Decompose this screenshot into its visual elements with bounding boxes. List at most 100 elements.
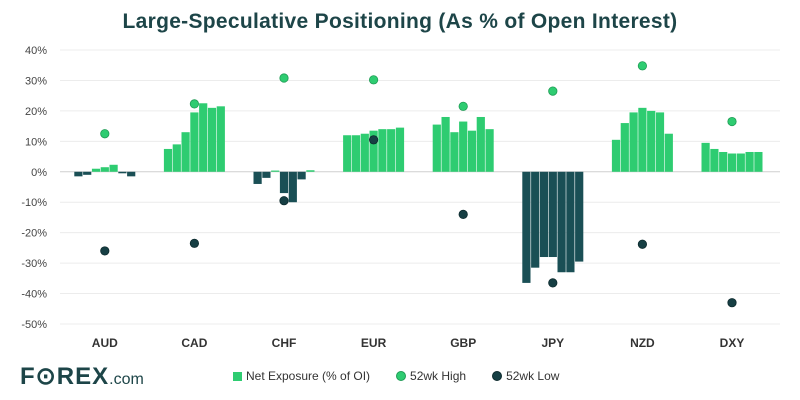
y-tick-label: -40% bbox=[21, 289, 47, 301]
bar-gbp-5 bbox=[467, 130, 477, 172]
bar-chf-4 bbox=[279, 171, 289, 194]
low-marker-cad bbox=[189, 238, 199, 248]
bar-eur-5 bbox=[378, 129, 387, 172]
bar-dxy-4 bbox=[727, 153, 737, 172]
y-tick-label: -20% bbox=[21, 228, 47, 240]
x-category-label: AUD bbox=[92, 336, 118, 350]
bar-aud-2 bbox=[83, 171, 92, 175]
bar-dxy-1 bbox=[701, 142, 710, 172]
bar-nzd-3 bbox=[629, 112, 638, 172]
legend-bar-swatch bbox=[233, 371, 242, 381]
legend-net-exposure: Net Exposure (% of OI) bbox=[233, 369, 370, 383]
bar-chf-7 bbox=[306, 170, 315, 172]
bar-aud-3 bbox=[91, 168, 101, 172]
bar-jpy-5 bbox=[557, 171, 566, 273]
bar-cad-6 bbox=[207, 107, 217, 172]
bar-nzd-1 bbox=[611, 139, 621, 172]
bar-dxy-6 bbox=[745, 151, 754, 172]
x-category-label: GBP bbox=[450, 336, 476, 350]
logo-suffix: .com bbox=[109, 371, 144, 388]
y-tick-label: -30% bbox=[21, 258, 47, 270]
bar-gbp-6 bbox=[476, 116, 485, 172]
legend-net-label: Net Exposure (% of OI) bbox=[246, 369, 371, 383]
y-tick-label: 20% bbox=[25, 106, 47, 118]
y-tick-label: 0% bbox=[31, 167, 47, 179]
legend-low-label: 52wk Low bbox=[506, 369, 560, 383]
bar-cad-4 bbox=[190, 112, 199, 172]
bar-cad-3 bbox=[181, 132, 190, 172]
bar-gbp-4 bbox=[459, 121, 468, 172]
bar-aud-4 bbox=[100, 167, 109, 172]
bar-chf-3 bbox=[271, 170, 280, 172]
legend-52wk-low: 52wk Low bbox=[492, 369, 559, 383]
bar-gbp-7 bbox=[485, 129, 494, 172]
bar-aud-5 bbox=[109, 164, 118, 172]
bar-eur-7 bbox=[395, 127, 405, 172]
bar-eur-2 bbox=[351, 135, 361, 172]
y-tick-label: 40% bbox=[25, 45, 47, 57]
bar-aud-6 bbox=[118, 171, 127, 174]
high-marker-gbp bbox=[458, 101, 468, 111]
x-category-label: EUR bbox=[361, 336, 387, 350]
bar-chf-5 bbox=[288, 171, 297, 203]
bar-nzd-2 bbox=[620, 123, 629, 172]
logo-text: F⊙REX bbox=[20, 363, 110, 390]
bar-eur-6 bbox=[387, 129, 396, 172]
low-marker-aud bbox=[100, 246, 110, 256]
legend: Net Exposure (% of OI) 52wk High 52wk Lo… bbox=[233, 369, 559, 383]
bar-gbp-3 bbox=[450, 132, 459, 172]
bar-cad-1 bbox=[163, 148, 173, 172]
y-tick-label: 10% bbox=[25, 136, 47, 148]
bar-nzd-7 bbox=[664, 133, 673, 172]
bar-cad-2 bbox=[172, 144, 181, 172]
bar-eur-1 bbox=[343, 135, 352, 172]
legend-high-label: 52wk High bbox=[410, 369, 467, 383]
bar-jpy-2 bbox=[531, 171, 540, 268]
bar-gbp-1 bbox=[432, 124, 441, 172]
bar-eur-3 bbox=[360, 133, 369, 172]
x-category-label: CHF bbox=[272, 336, 297, 350]
marker-series bbox=[100, 61, 737, 308]
forex-logo: F⊙REX.com bbox=[20, 362, 144, 391]
bar-dxy-2 bbox=[710, 148, 719, 172]
low-marker-nzd bbox=[637, 239, 648, 249]
bar-jpy-3 bbox=[539, 171, 549, 258]
y-tick-label: 30% bbox=[25, 75, 47, 87]
x-category-label: CAD bbox=[181, 336, 207, 350]
y-tick-label: -10% bbox=[21, 197, 47, 209]
x-category-label: JPY bbox=[541, 336, 564, 350]
bar-nzd-6 bbox=[655, 112, 665, 172]
high-marker-cad bbox=[189, 99, 199, 109]
low-marker-eur bbox=[368, 135, 379, 145]
legend-52wk-high: 52wk High bbox=[396, 369, 466, 383]
legend-high-swatch bbox=[396, 371, 407, 381]
bar-eur-4 bbox=[369, 130, 378, 172]
high-marker-chf bbox=[279, 73, 289, 83]
bar-nzd-5 bbox=[647, 110, 656, 172]
low-marker-gbp bbox=[458, 209, 468, 219]
high-marker-eur bbox=[368, 75, 379, 85]
legend-low-swatch bbox=[492, 371, 503, 381]
bar-jpy-7 bbox=[575, 171, 584, 262]
bar-cad-5 bbox=[199, 103, 208, 172]
low-marker-dxy bbox=[727, 298, 737, 308]
high-marker-aud bbox=[100, 129, 110, 139]
bar-chf-1 bbox=[253, 171, 262, 184]
bar-jpy-4 bbox=[548, 171, 557, 258]
bar-dxy-3 bbox=[719, 151, 728, 172]
gridlines bbox=[60, 49, 780, 325]
x-category-label: NZD bbox=[630, 336, 655, 350]
low-marker-jpy bbox=[548, 278, 558, 288]
y-tick-label: -50% bbox=[21, 319, 47, 331]
bar-jpy-6 bbox=[566, 171, 575, 273]
high-marker-jpy bbox=[548, 86, 558, 96]
bar-nzd-4 bbox=[638, 107, 647, 172]
high-marker-nzd bbox=[637, 61, 648, 71]
bar-series bbox=[74, 103, 763, 283]
bar-chf-6 bbox=[297, 171, 306, 180]
bar-cad-7 bbox=[216, 106, 225, 172]
bar-dxy-7 bbox=[754, 151, 763, 172]
bar-jpy-1 bbox=[522, 171, 531, 283]
y-axis-labels: 40% 30% 20% 10% 0% -10% -20% -30% -40% -50% bbox=[21, 45, 47, 331]
